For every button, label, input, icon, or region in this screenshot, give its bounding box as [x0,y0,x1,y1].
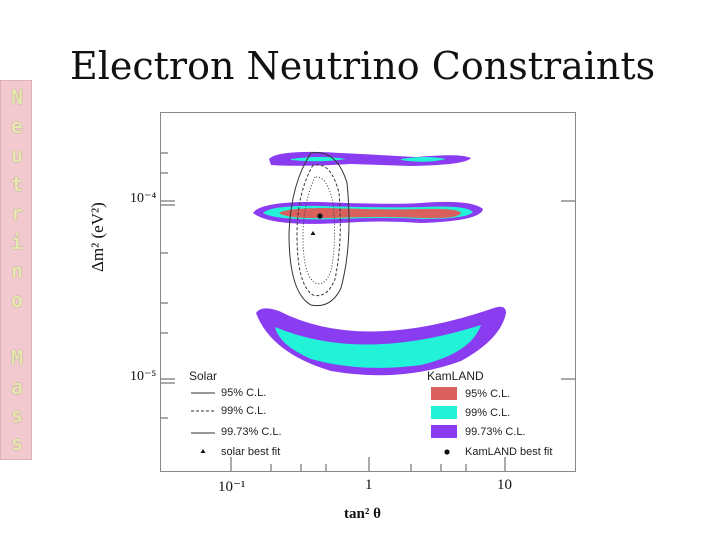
solar-best-fit-marker [310,231,316,235]
kamland-legend-heading: KamLAND [427,369,484,383]
solar-contours [288,152,350,307]
y-tick-label: 10⁻⁵ [130,369,157,384]
kamland-legend-item: 99% C.L. [465,407,511,419]
kamland-99-swatch [431,406,457,419]
contour-plot: Solar 95% C.L. 99% C.L. 99.73% C.L. sola… [160,112,576,472]
side-letter: r [10,201,24,225]
x-axis-ticks [230,457,506,471]
kamland-middle-region [253,201,483,224]
kamland-95-swatch [431,387,457,400]
kamland-legend-item: KamLAND best fit [465,446,553,458]
side-letter: a [10,375,24,399]
x-tick-label: 10⁻¹ [218,479,246,495]
kamland-legend-item: 95% C.L. [465,388,511,400]
solar-legend-heading: Solar [189,369,218,383]
side-letter: n [10,259,24,283]
slide-title: Electron Neutrino Constraints [70,44,656,88]
solar-legend-item: solar best fit [221,446,281,458]
x-tick-label: 1 [365,477,373,493]
side-letter: N [10,85,24,109]
y-tick-label: 10⁻⁴ [130,191,157,206]
solar-legend-lines [191,392,215,434]
side-letter: u [10,143,24,167]
x-tick-label: 10 [497,477,512,493]
kamland-9973-swatch [431,425,457,438]
y-axis-ticks [161,152,575,419]
kamland-legend-item: 99.73% C.L. [465,426,526,438]
kamland-best-fit-marker [317,213,323,219]
kamland-top-region [269,151,471,166]
solar-legend-marker [200,449,206,453]
side-letter: s [10,431,24,455]
side-banner: N e u t r i n o M a s s [0,80,32,460]
kamland-legend-marker [444,449,450,455]
solar-legend-item: 99.73% C.L. [221,426,282,438]
solar-legend-item: 95% C.L. [221,387,267,399]
x-axis-label: tan² θ [344,506,381,522]
y-axis-label: Δm² (eV²) [88,202,107,272]
side-letter: M [10,346,24,370]
contour-plot-svg [161,151,575,471]
side-letter: i [10,230,24,254]
side-letter: o [10,288,24,312]
kamland-lower-region [256,306,506,376]
solar-legend-item: 99% C.L. [221,405,267,417]
side-letter: e [10,114,24,138]
side-letter: s [10,403,24,427]
side-letter: t [10,172,24,196]
